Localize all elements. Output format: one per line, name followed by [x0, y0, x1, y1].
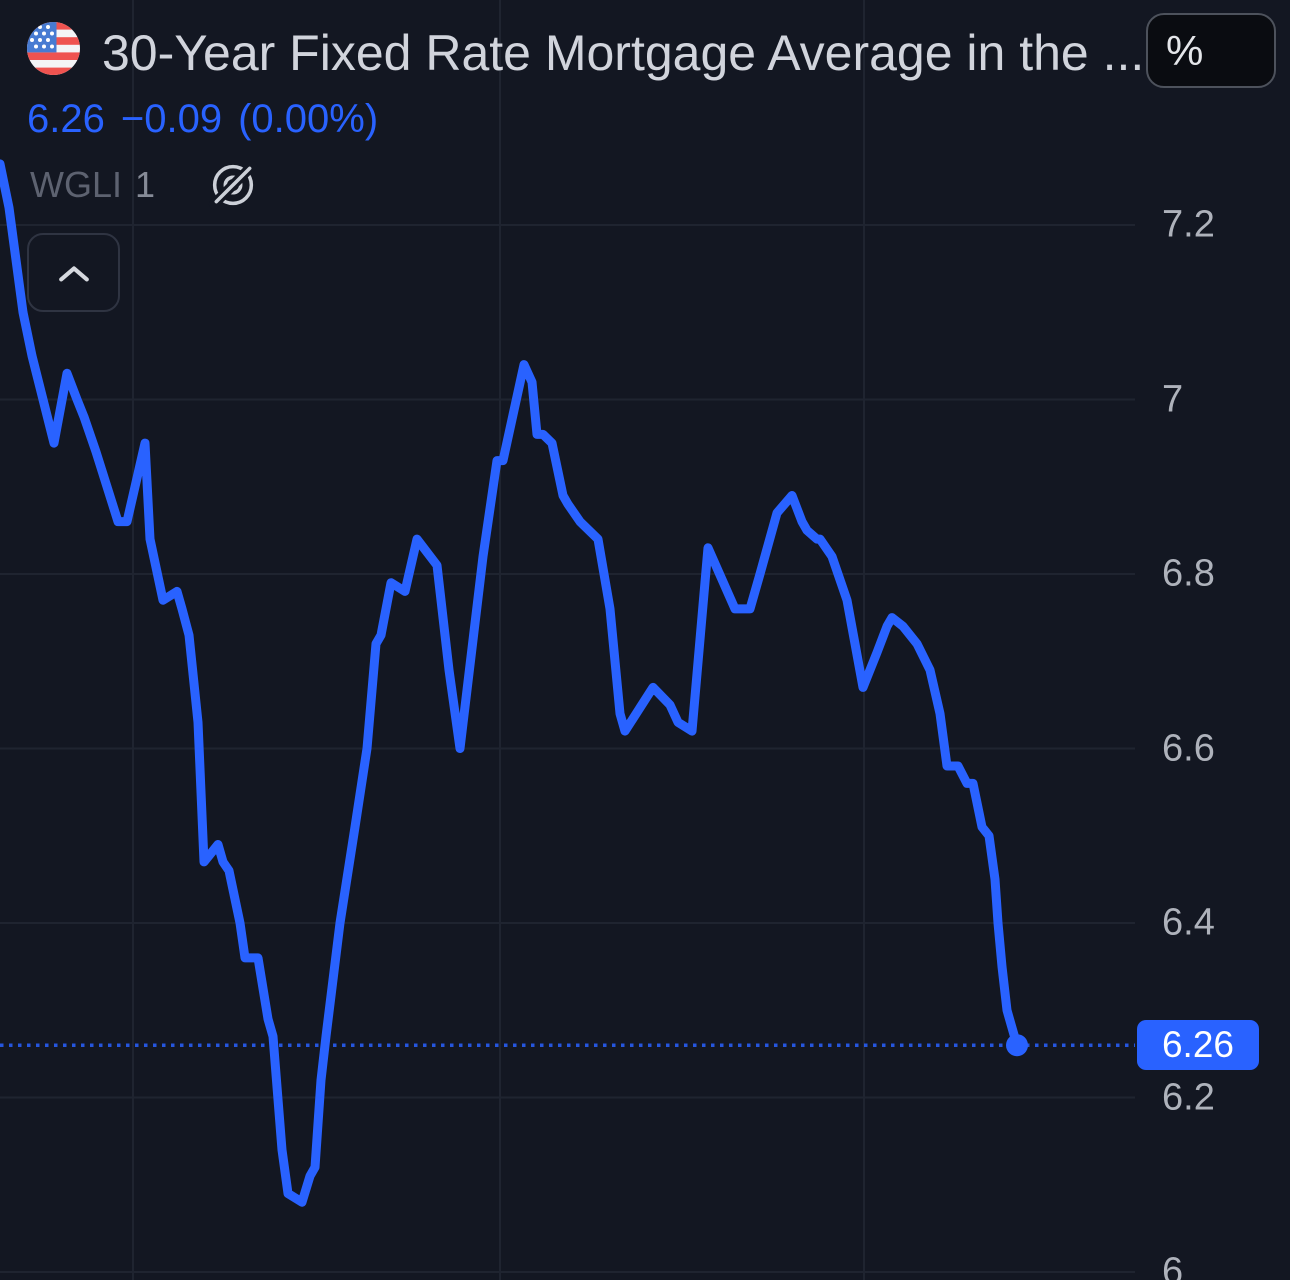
eye-off-icon	[208, 160, 258, 210]
y-axis-tick-label: 6.2	[1162, 1076, 1215, 1119]
price-change: −0.09	[120, 97, 223, 141]
y-axis-tick-label: 6.6	[1162, 727, 1215, 770]
chevron-up-icon	[58, 265, 89, 281]
y-axis-tick-label: 7.2	[1162, 203, 1215, 246]
indicator-legend-row: WGLI 1	[30, 160, 259, 210]
last-price-badge: 6.26	[1137, 1020, 1259, 1070]
y-axis-tick-label: 6.4	[1162, 901, 1215, 944]
gridlines	[0, 0, 1135, 1280]
us-flag-icon	[27, 22, 80, 75]
y-axis-tick-label: 6	[1162, 1250, 1184, 1280]
last-price-badge-value: 6.26	[1161, 1024, 1234, 1065]
price-line	[0, 159, 1022, 1207]
price-scale[interactable]: 7.2 7 6.8 6.6 6.4 6.2 6	[1135, 0, 1290, 1280]
indicator-visibility-button[interactable]	[207, 160, 259, 210]
price-line-series	[0, 159, 1028, 1207]
symbol-title: 30-Year Fixed Rate Mortgage Average in t…	[102, 25, 1142, 81]
y-axis-tick-label: 7	[1162, 378, 1184, 421]
last-price-dot	[1006, 1034, 1028, 1057]
unit-button-label: %	[1166, 26, 1204, 74]
y-axis-tick-label: 6.8	[1162, 552, 1215, 595]
indicator-parameter: 1	[135, 164, 156, 205]
last-price-value: 6.26	[27, 97, 105, 141]
price-change-row: 6.26 −0.09 (0.00%)	[27, 97, 378, 141]
price-scale-unit-button[interactable]: %	[1146, 13, 1276, 88]
price-change-percent: (0.00%)	[238, 97, 379, 141]
collapse-legend-button[interactable]	[27, 233, 120, 312]
indicator-name: WGLI	[30, 164, 123, 205]
